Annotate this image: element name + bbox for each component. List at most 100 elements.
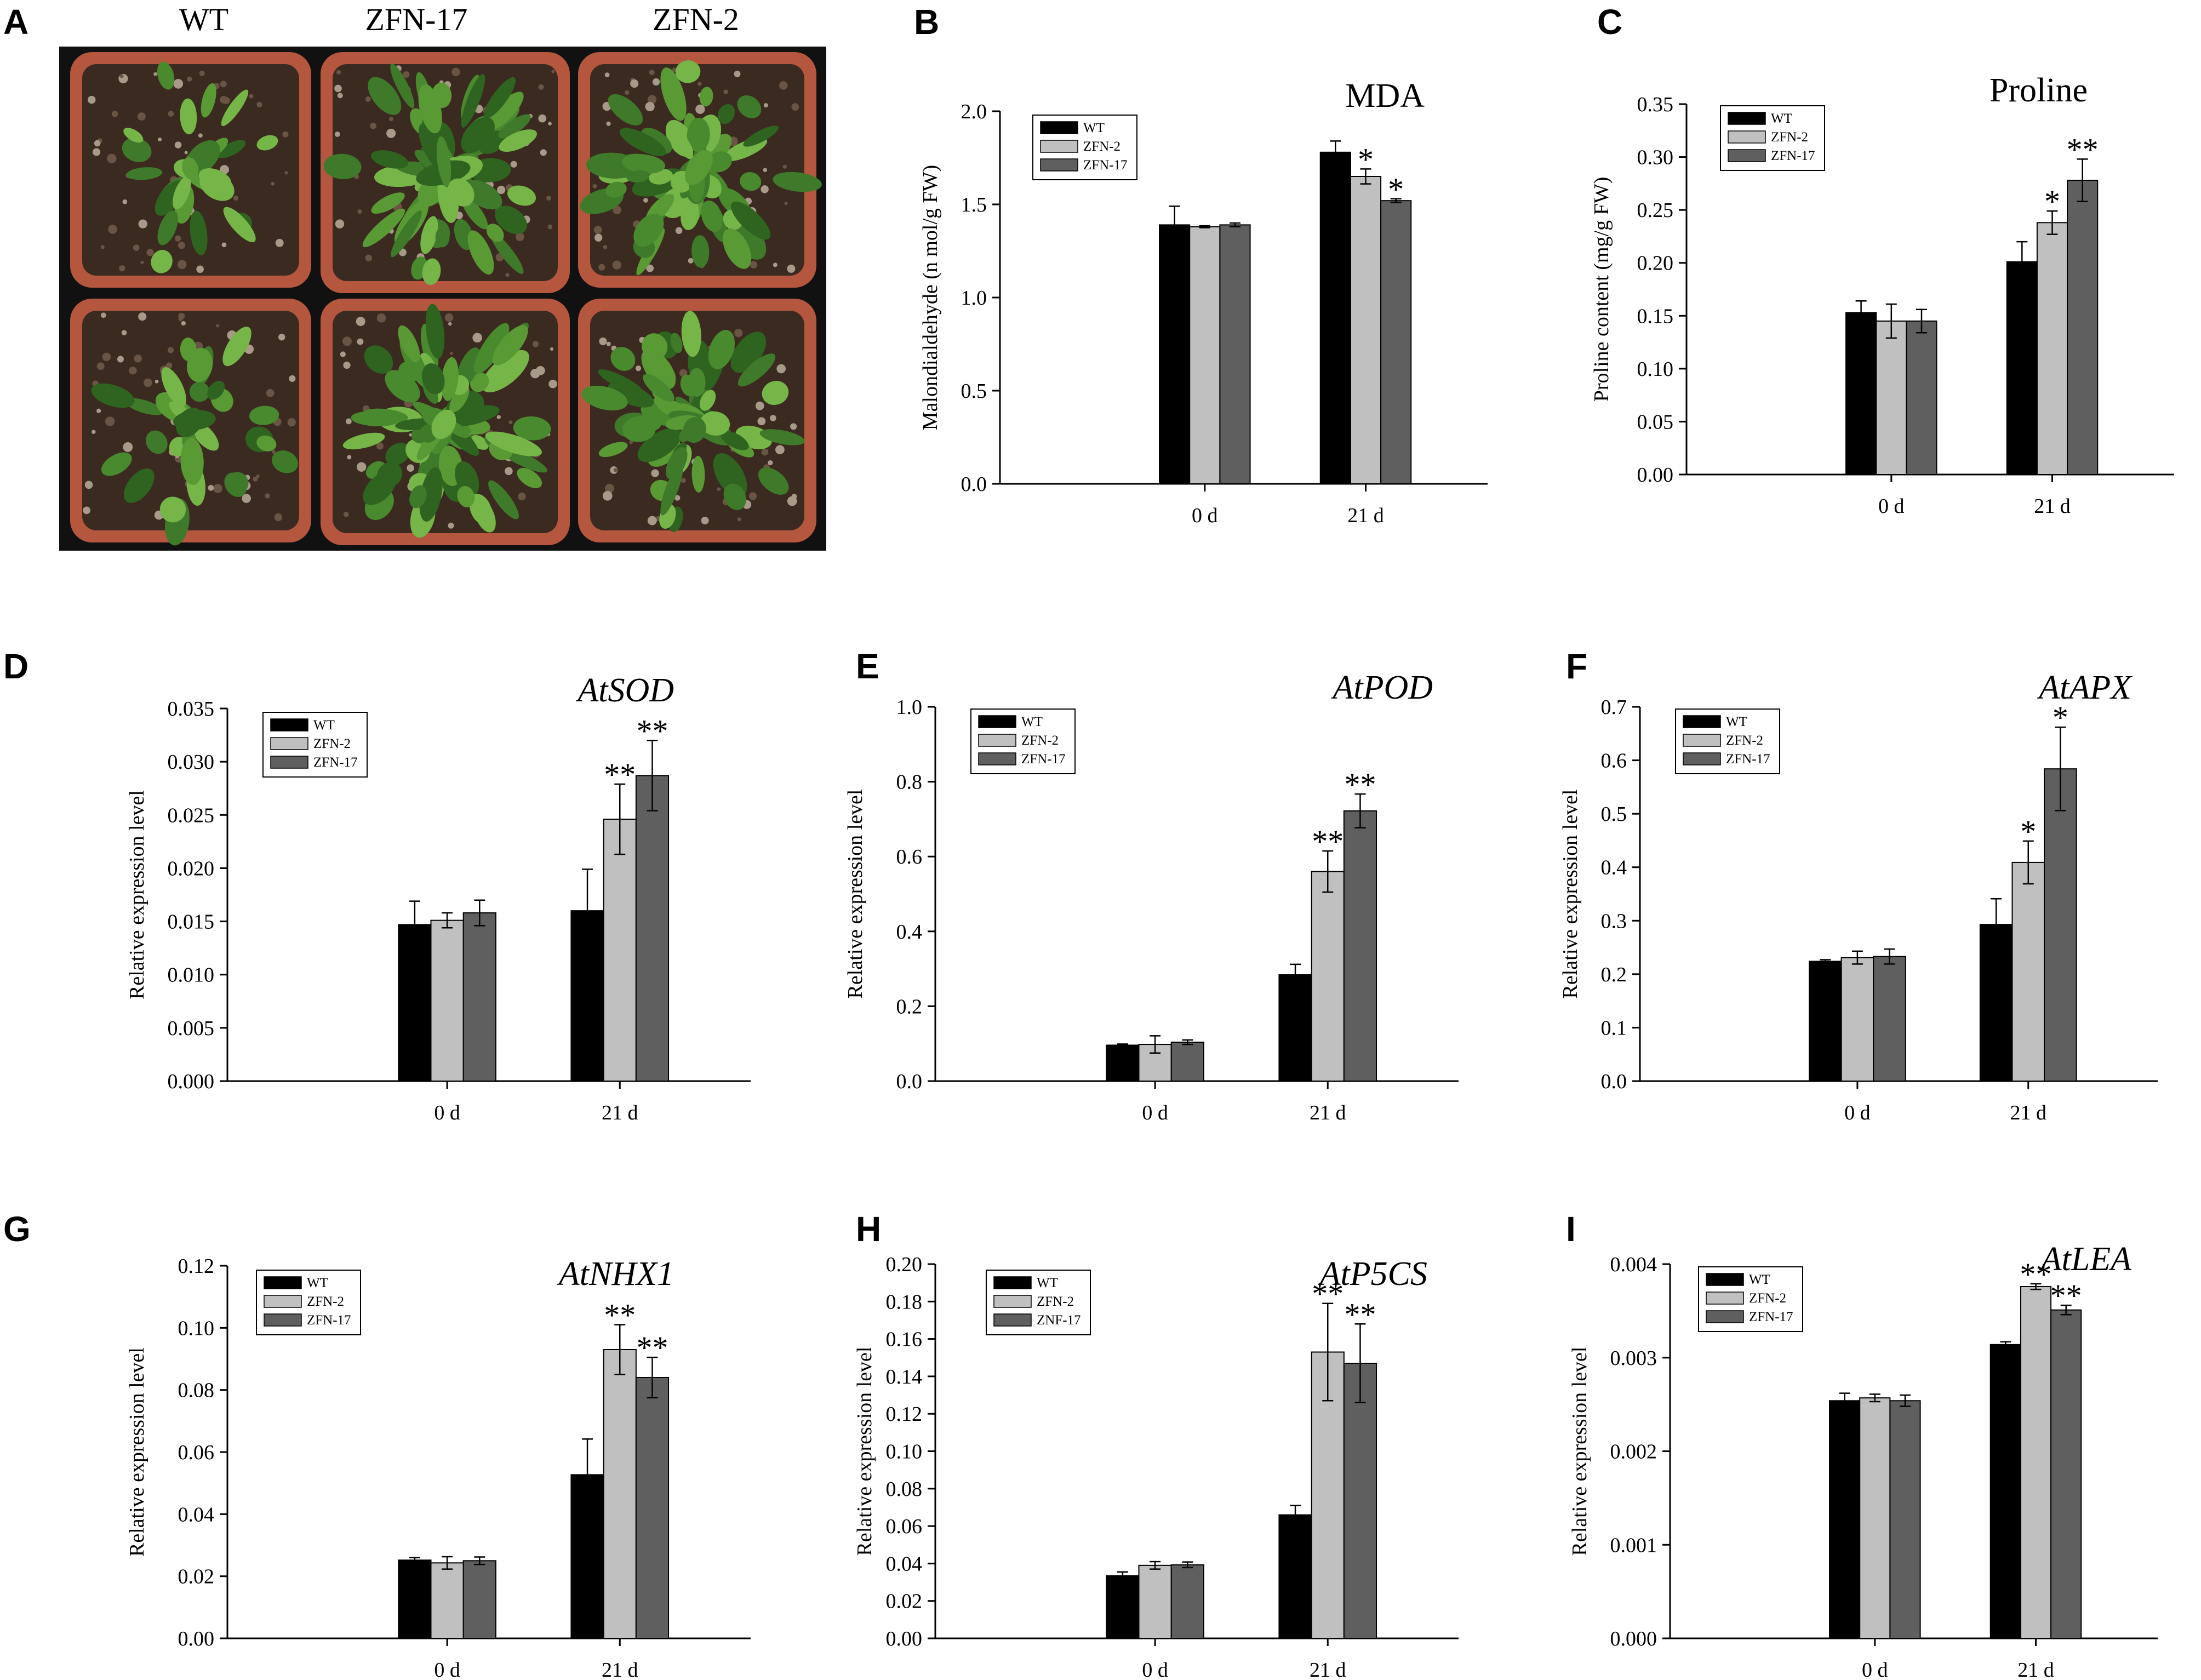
- leaf: [488, 480, 519, 519]
- significance-marker: **: [2067, 132, 2099, 167]
- leaf: [371, 192, 405, 214]
- leaf: [173, 176, 191, 209]
- y-tick-label: 0.003: [1610, 1347, 1657, 1370]
- soil-grain: [448, 322, 452, 326]
- leaf: [681, 199, 700, 230]
- y-tick-label: 0.1: [1601, 1016, 1627, 1039]
- significance-marker: *: [1388, 172, 1404, 207]
- bar-zfn-17-0d: [1873, 956, 1906, 1082]
- soil-grain: [548, 122, 552, 125]
- leaf: [701, 200, 723, 232]
- soil-grain: [530, 368, 540, 379]
- leaf: [126, 167, 163, 180]
- bar-zfn-17-21d: [2050, 1309, 2082, 1639]
- y-tick-label: 0.00: [1637, 464, 1674, 487]
- soil-grain: [356, 317, 365, 327]
- significance-marker: *: [2044, 184, 2060, 219]
- legend-label: ZFN-17: [1749, 1310, 1793, 1324]
- soil-grain: [138, 219, 147, 228]
- bar-zfn-2-0d: [1138, 1564, 1172, 1639]
- x-tick-label: 0 d: [1142, 1101, 1168, 1124]
- leaf: [486, 92, 524, 130]
- soil-grain: [271, 181, 275, 186]
- leaf: [364, 345, 393, 374]
- leaf: [687, 118, 710, 152]
- soil-grain: [96, 362, 105, 370]
- y-tick-label: 0.35: [1637, 93, 1674, 116]
- y-tick-label: 0.02: [886, 1590, 923, 1613]
- leaf: [323, 153, 362, 179]
- x-tick-label: 21 d: [602, 1659, 638, 1680]
- leaf: [730, 332, 767, 373]
- soil-grain: [672, 67, 677, 72]
- soil-grain: [256, 101, 262, 108]
- soil-grain: [761, 448, 769, 456]
- y-tick-label: 0.5: [1601, 803, 1627, 826]
- plant-photo: [59, 47, 826, 551]
- soil-grain: [337, 93, 343, 99]
- soil-grain: [613, 468, 618, 472]
- soil-grain: [284, 171, 288, 175]
- y-axis-label: Relative expression level: [1559, 790, 1582, 999]
- leaf: [737, 95, 762, 118]
- chart-title: Proline: [1990, 72, 2088, 109]
- x-tick-label: 21 d: [2017, 1659, 2054, 1680]
- soil-grain: [165, 362, 173, 369]
- soil-grain: [790, 423, 797, 430]
- leaf: [422, 258, 441, 285]
- leaf: [124, 398, 164, 415]
- legend: WT ZFN-2 ZFN-17: [1675, 708, 1780, 774]
- leaf: [743, 125, 779, 147]
- panel-letter: B: [914, 2, 939, 42]
- legend-label: ZFN-2: [1083, 139, 1120, 154]
- soil-grain: [496, 415, 501, 419]
- y-tick-label: 0.08: [178, 1379, 215, 1402]
- leaf: [398, 325, 420, 362]
- soil-grain: [643, 198, 648, 203]
- panel-letter: H: [856, 1209, 881, 1249]
- soil-grain: [119, 74, 124, 78]
- soil-grain: [449, 351, 453, 355]
- y-tick-label: 0.3: [1601, 910, 1627, 933]
- leaf: [762, 381, 789, 405]
- y-tick-label: 0.6: [1601, 750, 1627, 773]
- y-tick-label: 0.015: [168, 911, 215, 934]
- soil-grain: [334, 132, 340, 137]
- leaf: [409, 485, 427, 508]
- legend-swatch: [270, 756, 308, 769]
- soil-grain: [84, 481, 93, 489]
- leaf: [201, 83, 216, 118]
- y-tick-label: 0.10: [1637, 358, 1674, 381]
- leaf: [470, 373, 489, 392]
- leaf: [256, 435, 277, 452]
- leaf: [385, 443, 410, 465]
- leaf: [608, 94, 643, 125]
- x-tick-label: 21 d: [1310, 1659, 1346, 1680]
- soil-grain: [335, 219, 345, 228]
- charts: B 0.0 0.5 1.0 1.5 2.0 Malondialdehyde (n mol/g…: [3, 2, 2174, 1680]
- leaf: [758, 467, 789, 495]
- bar-wt-21d: [1319, 151, 1351, 484]
- y-tick-label: 0.18: [886, 1290, 923, 1313]
- bar-zfn-2-21d: [2011, 861, 2045, 1082]
- significance-marker: **: [636, 1330, 668, 1365]
- significance-marker: **: [1312, 824, 1344, 859]
- soil-grain: [343, 361, 351, 369]
- x-tick-label: 21 d: [1310, 1101, 1346, 1124]
- soil-grain: [606, 121, 611, 126]
- soil-grain: [505, 467, 513, 476]
- photo-label-zfn-17: ZFN-17: [365, 2, 468, 37]
- soil-grain: [599, 337, 607, 346]
- significance-marker: **: [2050, 1278, 2082, 1313]
- leaf: [495, 205, 527, 235]
- soil-grain: [140, 260, 144, 264]
- leaf: [390, 63, 415, 108]
- legend-swatch: [1683, 752, 1721, 765]
- soil-grain: [516, 232, 524, 241]
- soil-grain: [647, 95, 657, 104]
- soil-grain: [146, 249, 154, 256]
- leaf: [730, 201, 771, 240]
- soil-grain: [153, 72, 157, 76]
- chart-title: MDA: [1345, 77, 1425, 115]
- leaf: [670, 333, 683, 353]
